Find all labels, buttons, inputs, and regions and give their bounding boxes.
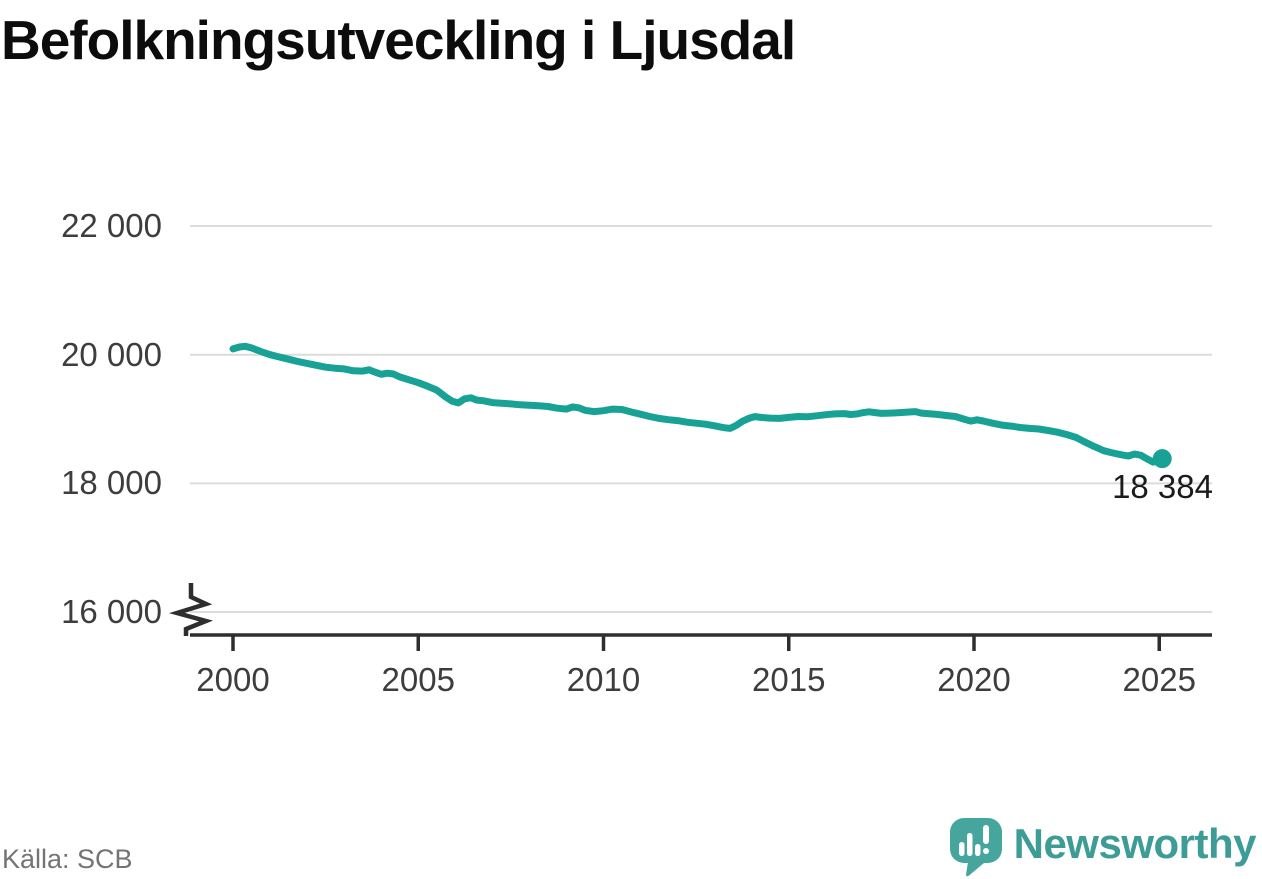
- x-tick-label: 2005: [381, 661, 455, 698]
- chart-title: Befolkningsutveckling i Ljusdal: [1, 9, 796, 71]
- end-point-dot: [1152, 449, 1172, 469]
- y-tick-label: 22 000: [61, 207, 162, 245]
- newsworthy-logo-icon: [949, 818, 1002, 877]
- source-note: Källa: SCB: [2, 844, 133, 874]
- y-tick-label: 18 000: [61, 464, 162, 502]
- y-tick-label: 20 000: [61, 335, 162, 373]
- brand-name: Newsworthy: [1013, 820, 1257, 867]
- x-tick-label: 2020: [937, 661, 1011, 698]
- y-tick-label: 16 000: [61, 593, 162, 631]
- bar-chart-exclamation-icon: [958, 825, 989, 856]
- end-value-annotation: 18 384: [1112, 468, 1213, 505]
- axis-break-icon: [168, 583, 214, 636]
- x-tick-label: 2000: [196, 661, 270, 698]
- newsworthy-logo: Newsworthy: [949, 815, 1257, 877]
- x-tick-label: 2015: [752, 661, 826, 698]
- x-tick-label: 2010: [566, 661, 641, 698]
- x-tick-label: 2025: [1122, 661, 1196, 698]
- population-line: [229, 342, 1166, 466]
